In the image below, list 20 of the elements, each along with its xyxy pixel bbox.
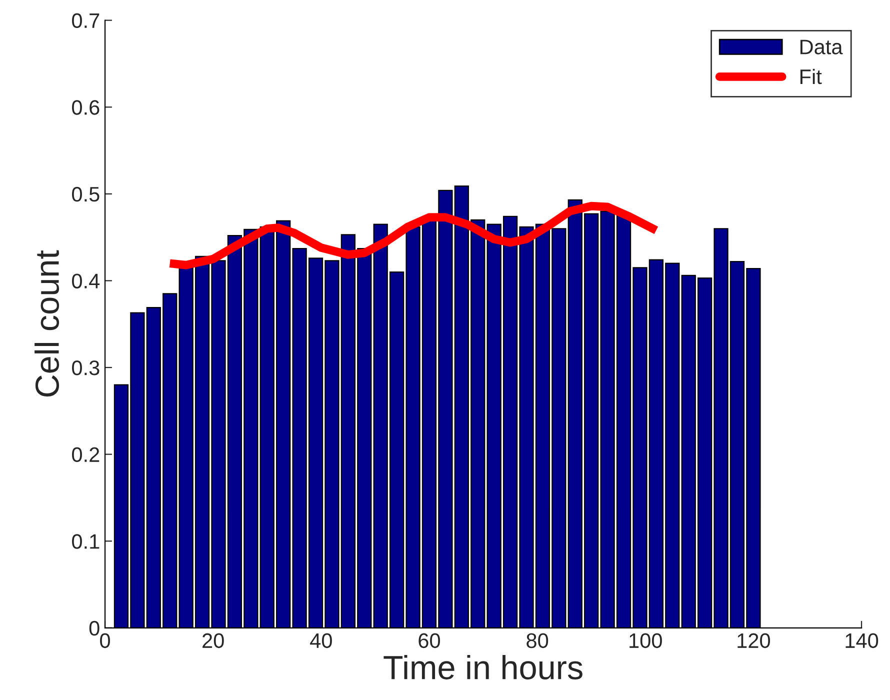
y-tick-label: 0 [89, 620, 100, 636]
y-tick-label: 0.7 [72, 13, 100, 28]
x-tick-label: 0 [100, 633, 110, 648]
legend-label: Data [800, 40, 843, 54]
y-tick-label: 0.1 [72, 534, 100, 549]
y-tick-label: 0.4 [72, 274, 100, 288]
y-axis-title: Cell count [34, 250, 60, 397]
x-tick-label: 40 [310, 633, 332, 648]
y-tick-label: 0.2 [72, 447, 100, 462]
y-tick-label: 0.5 [72, 186, 100, 202]
x-tick-label: 60 [418, 633, 440, 648]
x-tick-label: 140 [846, 633, 878, 648]
x-axis-title: Time in hours [384, 654, 582, 680]
y-tick-label: 0.3 [72, 360, 100, 376]
legend-label: Fit [800, 68, 822, 84]
x-tick-label: 100 [630, 633, 662, 648]
x-tick-label: 120 [738, 633, 770, 648]
x-tick-label: 80 [526, 633, 548, 648]
y-tick-label: 0.6 [72, 100, 100, 115]
x-tick-label: 20 [202, 633, 224, 648]
